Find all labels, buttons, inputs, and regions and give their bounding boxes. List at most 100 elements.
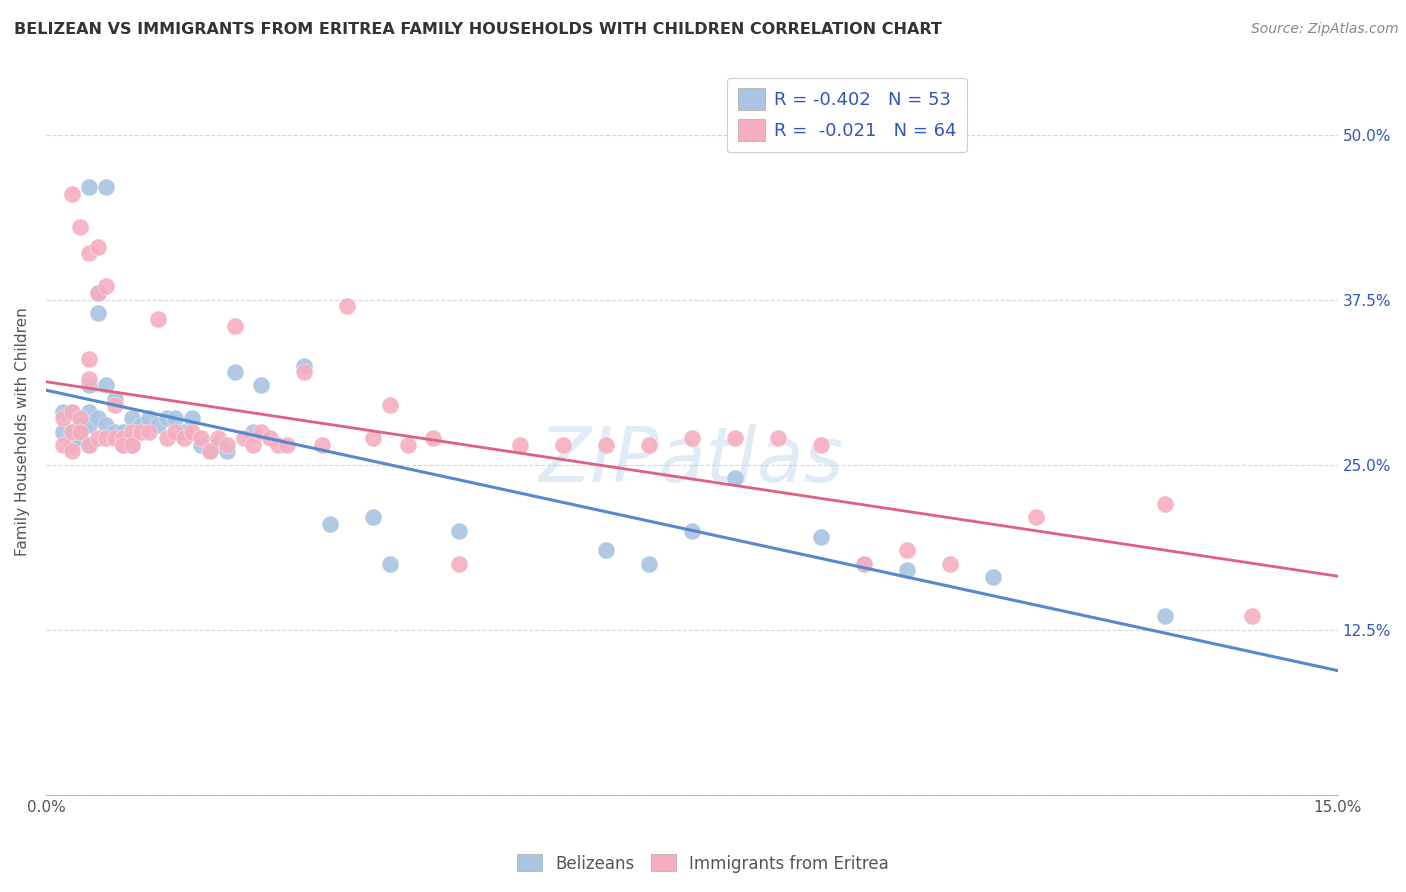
Point: [207, 438, 229, 452]
Point: [77, 417, 100, 432]
Point: [396, 438, 419, 452]
Point: [896, 543, 918, 558]
Point: [198, 444, 221, 458]
Point: [112, 438, 135, 452]
Point: [173, 425, 195, 439]
Point: [810, 530, 832, 544]
Point: [86, 285, 108, 300]
Y-axis label: Family Households with Children: Family Households with Children: [15, 307, 30, 556]
Point: [853, 557, 876, 571]
Point: [207, 431, 229, 445]
Point: [121, 411, 143, 425]
Point: [250, 378, 273, 392]
Point: [181, 425, 204, 439]
Point: [77, 246, 100, 260]
Point: [259, 431, 281, 445]
Point: [104, 398, 127, 412]
Point: [361, 510, 384, 524]
Point: [449, 557, 471, 571]
Point: [422, 431, 444, 445]
Point: [77, 180, 100, 194]
Point: [112, 438, 135, 452]
Point: [60, 425, 83, 439]
Point: [681, 431, 703, 445]
Point: [129, 425, 152, 439]
Point: [215, 438, 238, 452]
Point: [198, 444, 221, 458]
Point: [190, 438, 212, 452]
Point: [853, 557, 876, 571]
Point: [637, 438, 659, 452]
Point: [939, 557, 962, 571]
Point: [380, 557, 402, 571]
Point: [69, 431, 91, 445]
Point: [509, 438, 531, 452]
Point: [138, 425, 160, 439]
Point: [69, 411, 91, 425]
Point: [77, 372, 100, 386]
Point: [233, 431, 256, 445]
Point: [155, 411, 177, 425]
Point: [77, 405, 100, 419]
Point: [69, 425, 91, 439]
Point: [146, 417, 169, 432]
Point: [104, 431, 127, 445]
Point: [86, 431, 108, 445]
Point: [96, 378, 118, 392]
Point: [181, 411, 204, 425]
Point: [69, 417, 91, 432]
Point: [52, 425, 75, 439]
Point: [60, 405, 83, 419]
Point: [311, 438, 333, 452]
Point: [810, 438, 832, 452]
Point: [155, 431, 177, 445]
Point: [112, 425, 135, 439]
Point: [896, 563, 918, 577]
Point: [60, 438, 83, 452]
Point: [1240, 609, 1263, 624]
Point: [724, 471, 747, 485]
Point: [276, 438, 298, 452]
Point: [77, 438, 100, 452]
Point: [242, 425, 264, 439]
Point: [104, 392, 127, 406]
Point: [60, 425, 83, 439]
Point: [77, 438, 100, 452]
Point: [361, 431, 384, 445]
Point: [60, 186, 83, 201]
Point: [215, 444, 238, 458]
Point: [224, 365, 246, 379]
Point: [267, 438, 290, 452]
Point: [595, 438, 617, 452]
Point: [52, 411, 75, 425]
Point: [69, 411, 91, 425]
Point: [165, 411, 187, 425]
Point: [766, 431, 789, 445]
Point: [981, 570, 1004, 584]
Point: [449, 524, 471, 538]
Point: [86, 240, 108, 254]
Point: [96, 279, 118, 293]
Point: [292, 359, 315, 373]
Point: [112, 431, 135, 445]
Text: BELIZEAN VS IMMIGRANTS FROM ERITREA FAMILY HOUSEHOLDS WITH CHILDREN CORRELATION : BELIZEAN VS IMMIGRANTS FROM ERITREA FAMI…: [14, 22, 942, 37]
Text: Source: ZipAtlas.com: Source: ZipAtlas.com: [1251, 22, 1399, 37]
Point: [52, 438, 75, 452]
Point: [138, 411, 160, 425]
Point: [292, 365, 315, 379]
Point: [224, 318, 246, 333]
Point: [250, 425, 273, 439]
Point: [104, 425, 127, 439]
Legend: Belizeans, Immigrants from Eritrea: Belizeans, Immigrants from Eritrea: [510, 847, 896, 880]
Point: [173, 431, 195, 445]
Point: [595, 543, 617, 558]
Point: [121, 425, 143, 439]
Point: [60, 405, 83, 419]
Point: [96, 417, 118, 432]
Point: [52, 405, 75, 419]
Legend: R = -0.402   N = 53, R =  -0.021   N = 64: R = -0.402 N = 53, R = -0.021 N = 64: [727, 78, 967, 153]
Point: [380, 398, 402, 412]
Point: [551, 438, 574, 452]
Point: [86, 411, 108, 425]
Point: [121, 438, 143, 452]
